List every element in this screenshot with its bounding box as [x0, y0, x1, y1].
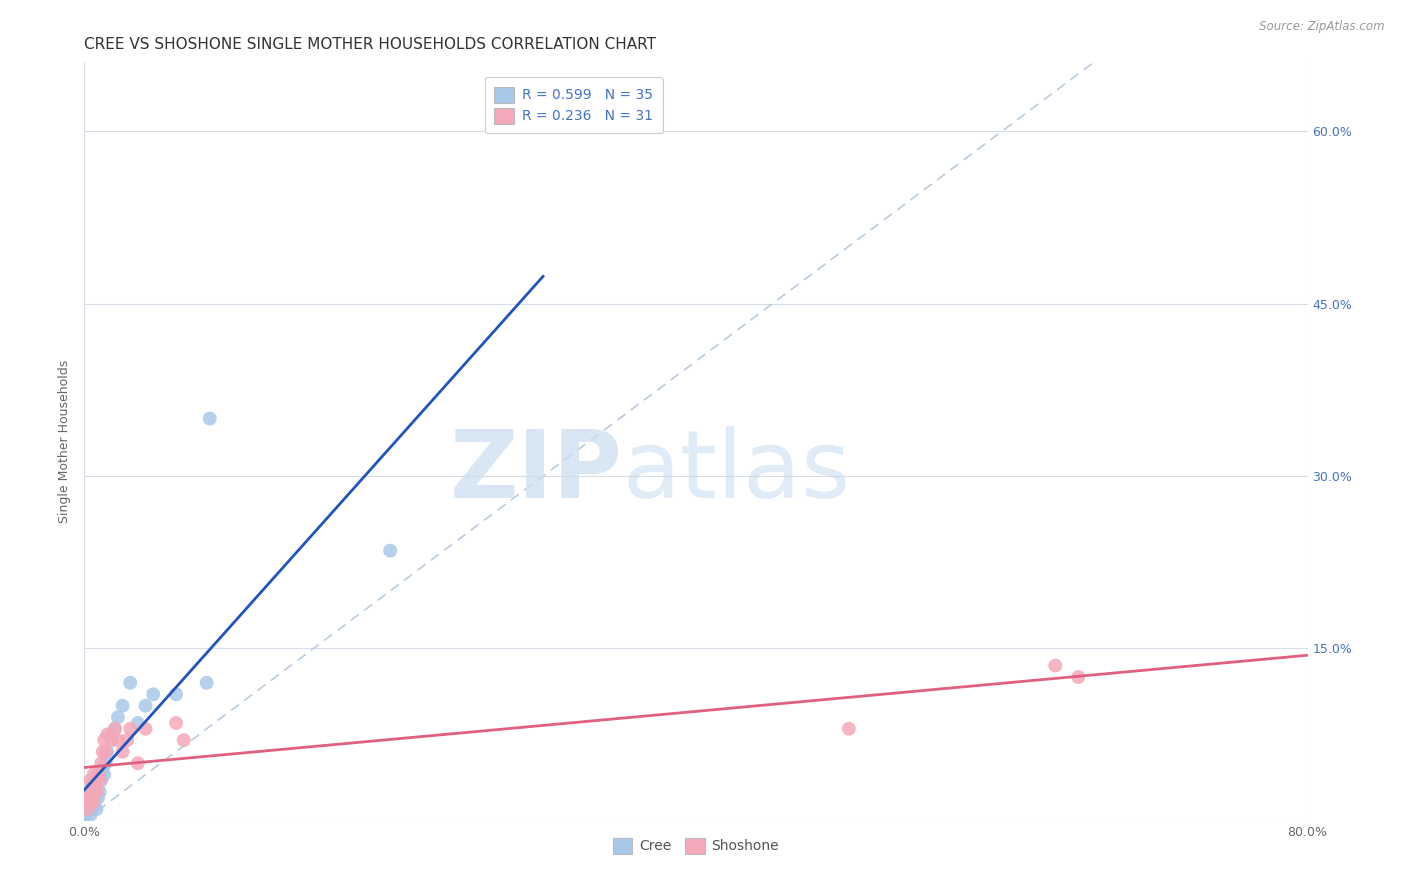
Point	[80, 797, 103, 811]
Point	[77, 785, 100, 799]
Point	[104, 722, 127, 736]
Point	[79, 790, 101, 805]
Point	[94, 745, 117, 759]
Point	[77, 790, 100, 805]
Point	[86, 802, 108, 816]
Point	[83, 797, 105, 811]
Point	[77, 797, 100, 811]
Point	[80, 802, 103, 816]
Point	[94, 756, 117, 771]
Point	[198, 411, 221, 425]
Point	[135, 722, 157, 736]
Point	[96, 745, 118, 759]
Point	[89, 785, 111, 799]
Point	[107, 733, 129, 747]
Point	[173, 733, 195, 747]
Text: ZIP: ZIP	[450, 425, 623, 518]
Point	[107, 710, 129, 724]
Point	[380, 543, 402, 558]
Point	[77, 797, 100, 811]
Point	[101, 733, 124, 747]
Point	[79, 773, 101, 788]
Point	[87, 790, 110, 805]
Text: CREE VS SHOSHONE SINGLE MOTHER HOUSEHOLDS CORRELATION CHART: CREE VS SHOSHONE SINGLE MOTHER HOUSEHOLD…	[84, 37, 657, 52]
Legend: Cree, Shoshone: Cree, Shoshone	[607, 832, 785, 859]
Point	[91, 745, 114, 759]
Point	[838, 722, 860, 736]
Point	[165, 687, 187, 701]
Point	[86, 785, 108, 799]
Point	[115, 733, 138, 747]
Point	[165, 716, 187, 731]
Point	[101, 727, 124, 741]
Point	[91, 762, 114, 776]
Point	[76, 802, 98, 816]
Point	[83, 767, 105, 781]
Point	[89, 767, 111, 781]
Point	[135, 698, 157, 713]
Point	[80, 779, 103, 793]
Point	[84, 779, 107, 793]
Point	[83, 790, 105, 805]
Point	[111, 745, 134, 759]
Point	[80, 790, 103, 805]
Point	[84, 790, 107, 805]
Point	[127, 756, 149, 771]
Point	[111, 698, 134, 713]
Point	[120, 722, 142, 736]
Point	[90, 773, 112, 788]
Point	[79, 785, 101, 799]
Point	[87, 767, 110, 781]
Point	[142, 687, 165, 701]
Point	[84, 773, 107, 788]
Point	[1045, 658, 1067, 673]
Point	[195, 675, 218, 690]
Point	[80, 779, 103, 793]
Point	[89, 773, 111, 788]
Point	[1067, 670, 1090, 684]
Point	[75, 808, 97, 822]
Point	[83, 779, 105, 793]
Point	[79, 808, 101, 822]
Point	[127, 716, 149, 731]
Point	[96, 727, 118, 741]
Point	[86, 785, 108, 799]
Point	[120, 675, 142, 690]
Point	[76, 802, 98, 816]
Y-axis label: Single Mother Households: Single Mother Households	[58, 359, 72, 524]
Point	[93, 733, 115, 747]
Text: Source: ZipAtlas.com: Source: ZipAtlas.com	[1260, 20, 1385, 33]
Point	[90, 756, 112, 771]
Text: atlas: atlas	[623, 425, 851, 518]
Point	[93, 767, 115, 781]
Point	[104, 722, 127, 736]
